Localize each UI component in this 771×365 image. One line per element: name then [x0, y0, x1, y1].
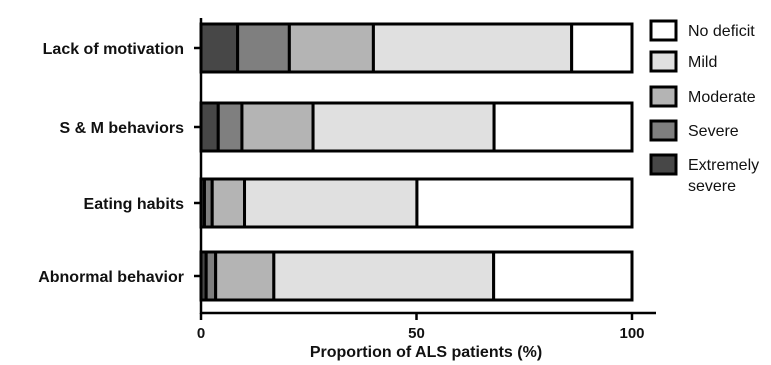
bar-lack-of-motivation-moderate [287, 22, 375, 74]
bar-eating-habits-no-deficit [415, 177, 634, 229]
category-label-s-and-m-behaviors: S & M behaviors [60, 120, 185, 137]
bar-lack-of-motivation-mild [371, 22, 574, 74]
x-axis-title: Proportion of ALS patients (%) [310, 344, 542, 361]
bar-s-and-m-behaviors-severe [216, 101, 244, 153]
bar-lack-of-motivation-no-deficit [570, 22, 634, 74]
x-tick-label-50: 50 [408, 325, 425, 342]
category-label-eating-habits: Eating habits [84, 196, 185, 213]
category-label-abnormal-behavior: Abnormal behavior [38, 269, 184, 286]
bar-eating-habits-mild [243, 177, 419, 229]
category-labels: Lack of motivation S & M behaviors Eating … [38, 41, 184, 286]
bar-s-and-m-behaviors-mild [311, 101, 496, 153]
bars-group [199, 22, 634, 302]
legend-label-mild: Mild [688, 54, 717, 71]
legend-label-moderate: Moderate [688, 89, 756, 106]
bar-abnormal-behavior-no-deficit [492, 250, 634, 302]
bar-abnormal-behavior-moderate [214, 250, 276, 302]
legend-label-no-deficit: No deficit [688, 23, 755, 40]
category-label-lack-of-motivation: Lack of motivation [43, 41, 184, 58]
legend-label-severe: Severe [688, 123, 739, 140]
x-tick-label-0: 0 [197, 325, 205, 342]
bar-s-and-m-behaviors-extremely-severe [199, 101, 220, 153]
legend-swatch-extremely-severe [649, 153, 678, 176]
legend: No deficit Mild Moderate Severe Extremely sev… [649, 19, 759, 195]
legend-swatch-severe [649, 119, 678, 142]
bar-s-and-m-behaviors-moderate [240, 101, 315, 153]
bar-eating-habits-moderate [210, 177, 247, 229]
bar-lack-of-motivation-severe [236, 22, 291, 74]
x-tick-label-100: 100 [619, 325, 644, 342]
legend-swatch-moderate [649, 85, 678, 108]
legend-label-extremely-severe: Extremely severe [688, 157, 759, 195]
axes-group: 0 50 100 [194, 18, 656, 342]
bar-lack-of-motivation-extremely-severe [199, 22, 240, 74]
bar-s-and-m-behaviors-no-deficit [492, 101, 634, 153]
bar-abnormal-behavior-mild [272, 250, 496, 302]
legend-swatch-no-deficit [649, 19, 678, 42]
legend-swatch-mild [649, 50, 678, 73]
